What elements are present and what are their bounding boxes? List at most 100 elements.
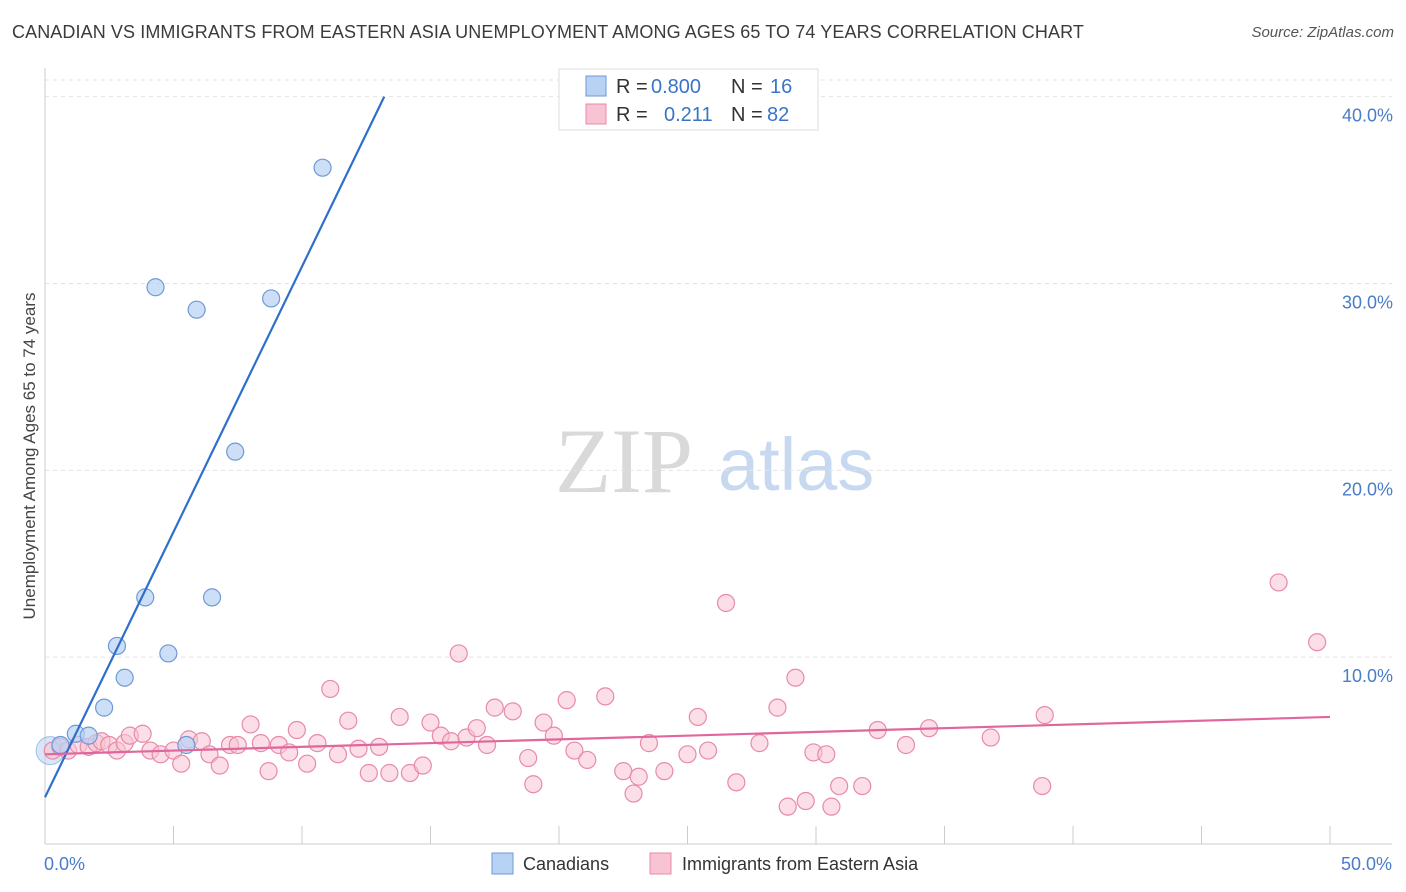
chart-title: CANADIAN VS IMMIGRANTS FROM EASTERN ASIA… — [12, 22, 1084, 42]
canadians-point — [115, 668, 134, 687]
immigrants-point — [241, 715, 260, 734]
immigrants-point — [629, 767, 648, 786]
immigrants-point — [727, 773, 746, 792]
immigrants-point — [817, 745, 836, 764]
canadians-point — [313, 158, 332, 177]
immigrants-point — [1035, 705, 1054, 725]
immigrants-point — [578, 750, 597, 770]
canadians-point — [202, 588, 222, 607]
immigrants-point — [328, 745, 348, 764]
legend-r-label-1: R = — [616, 76, 648, 98]
canadians-point — [226, 442, 245, 461]
immigrants-point — [321, 679, 340, 699]
bottom-legend-immigrants: Immigrants from Eastern Asia — [682, 854, 919, 874]
canadians-point — [146, 278, 165, 297]
canadians-point — [262, 289, 281, 308]
immigrants-point — [370, 737, 389, 756]
legend-r-value-1: 0.800 — [651, 76, 701, 98]
immigrants-point — [750, 734, 769, 753]
watermark-zip: ZIP — [555, 410, 693, 512]
immigrants-point — [678, 745, 697, 764]
legend: R = 0.800 N = 16 R = 0.211 N = 82 — [558, 68, 819, 131]
immigrants-point — [477, 735, 497, 755]
x-tick-label-min: 0.0% — [44, 854, 85, 874]
immigrants-point — [503, 702, 522, 721]
immigrants-point — [544, 726, 563, 745]
immigrants-point — [768, 698, 787, 717]
immigrants-point — [421, 713, 440, 732]
immigrants-point — [380, 763, 399, 783]
immigrants-point — [557, 691, 576, 710]
legend-r-label-2: R = — [616, 104, 648, 126]
immigrants-point — [228, 735, 247, 755]
immigrants-point — [524, 775, 543, 794]
axes — [44, 68, 1392, 845]
canadians-point — [95, 698, 114, 717]
y-tick-label: 30.0% — [1342, 293, 1393, 313]
canadians-point — [79, 726, 98, 745]
immigrants-point — [349, 739, 368, 758]
immigrants-point — [534, 713, 553, 732]
immigrants-point — [830, 776, 849, 796]
immigrants-point — [210, 756, 229, 775]
immigrants-point — [467, 719, 486, 738]
watermark-atlas: atlas — [718, 423, 874, 506]
source-label: Source: ZipAtlas.com — [1251, 24, 1394, 41]
immigrants-point — [624, 784, 643, 803]
immigrants-point — [172, 754, 191, 773]
immigrants-point — [133, 724, 152, 743]
immigrants-point — [359, 763, 378, 783]
bottom-legend: Canadians Immigrants from Eastern Asia — [491, 852, 919, 875]
immigrants-point — [698, 741, 718, 760]
y-axis-label: Unemployment Among Ages 65 to 74 years — [20, 293, 39, 620]
immigrants-point — [449, 644, 468, 663]
legend-r-value-2: 0.211 — [664, 104, 713, 126]
y-tick-label: 10.0% — [1342, 666, 1393, 686]
immigrants-point — [1269, 573, 1288, 592]
immigrants-point — [614, 762, 633, 781]
bottom-legend-canadians: Canadians — [523, 854, 609, 874]
immigrants-point — [413, 756, 432, 775]
canadians-trend-line — [44, 96, 386, 798]
immigrants-point — [339, 711, 358, 730]
y-tick-label: 40.0% — [1342, 106, 1393, 126]
immigrants-point — [1308, 633, 1327, 652]
trend-lines — [44, 96, 1331, 798]
y-tick-label: 20.0% — [1342, 479, 1393, 499]
immigrants-point — [259, 762, 278, 781]
legend-n-label-1: N = — [731, 76, 763, 98]
canadians-point — [107, 636, 127, 656]
immigrants-point — [716, 593, 736, 613]
immigrants-point — [596, 687, 615, 706]
immigrants-point — [853, 776, 872, 796]
x-axis-ticks — [173, 826, 1331, 844]
legend-n-value-1: 16 — [770, 76, 792, 98]
immigrants-point — [519, 748, 538, 768]
canadians-point — [187, 300, 206, 319]
immigrants-point — [639, 734, 659, 753]
immigrants-point — [655, 762, 674, 781]
immigrants-point — [896, 735, 916, 755]
y-tick-labels: 10.0% 20.0% 30.0% 40.0% — [1342, 106, 1393, 686]
immigrants-point — [778, 797, 797, 816]
watermark: ZIP atlas — [555, 410, 874, 512]
immigrants-point — [390, 707, 409, 727]
bottom-legend-swatch-immigrants — [649, 852, 672, 875]
immigrants-point — [1033, 776, 1052, 796]
immigrants-point — [485, 698, 504, 717]
immigrants-point — [287, 720, 306, 740]
immigrants-point — [796, 791, 815, 811]
legend-swatch-immigrants — [585, 103, 607, 125]
immigrants-point — [688, 707, 707, 727]
x-tick-label-max: 50.0% — [1341, 854, 1392, 874]
immigrants-point — [822, 797, 841, 816]
legend-n-value-2: 82 — [767, 104, 789, 126]
legend-swatch-canadians — [585, 75, 607, 97]
immigrants-point — [981, 728, 1000, 747]
immigrants-point — [786, 668, 805, 687]
legend-n-label-2: N = — [731, 104, 763, 126]
immigrants-point — [298, 754, 317, 773]
canadians-point — [159, 644, 178, 663]
bottom-legend-swatch-canadians — [491, 852, 514, 875]
